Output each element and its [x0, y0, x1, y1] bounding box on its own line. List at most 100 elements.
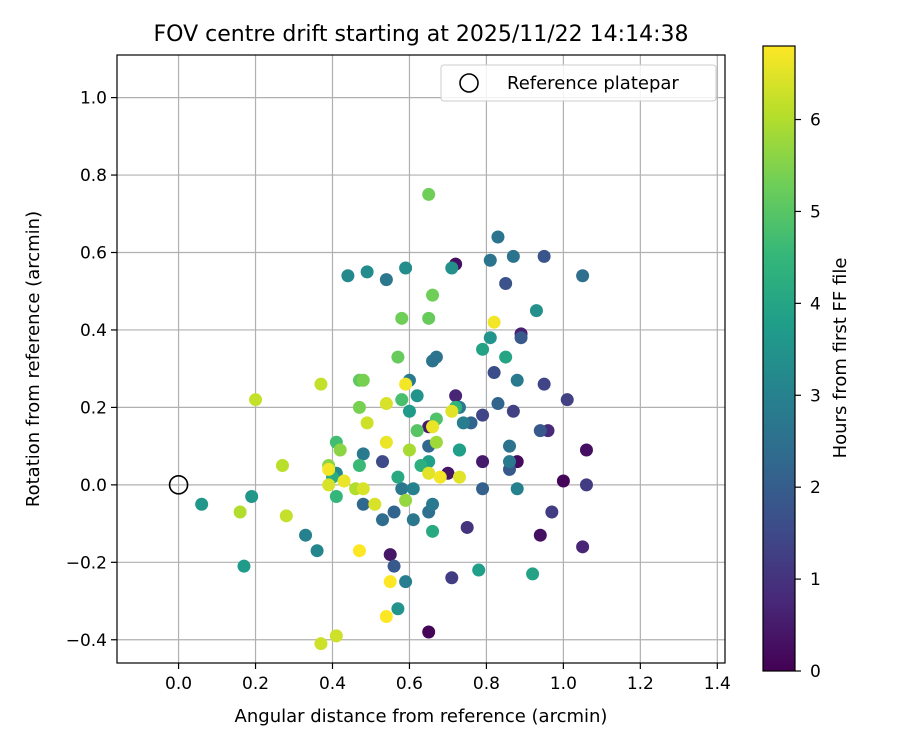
scatter-point [352, 544, 366, 558]
scatter-point [537, 249, 551, 263]
grid [117, 55, 725, 663]
scatter-point [249, 393, 263, 407]
scatter-point [426, 420, 440, 434]
scatter-point [429, 435, 443, 449]
scatter-point [310, 544, 324, 558]
scatter-point [510, 482, 524, 496]
scatter-point [426, 288, 440, 302]
scatter-point [368, 497, 382, 511]
scatter-point [514, 331, 528, 345]
scatter-point [391, 470, 405, 484]
scatter-point [376, 455, 390, 469]
plot-frame [116, 54, 726, 664]
scatter-point [395, 311, 409, 325]
scatter-point [422, 625, 436, 639]
scatter-point [445, 404, 459, 418]
colorbar-tick-label: 6 [810, 111, 821, 131]
scatter-point [533, 528, 547, 542]
scatter-point [410, 389, 424, 403]
colorbar: 0 1 2 3 4 5 6 Hours from first FF file [762, 45, 851, 682]
scatter-point [391, 350, 405, 364]
scatter-point [576, 269, 590, 283]
scatter-point [356, 482, 370, 496]
colorbar-tick-label: 2 [810, 478, 821, 498]
colorbar-tick-label: 1 [810, 570, 821, 590]
scatter-point [487, 315, 501, 329]
scatter-point [556, 474, 570, 488]
scatter-point [422, 311, 436, 325]
scatter-point [299, 528, 313, 542]
x-tick-label: 1.2 [627, 674, 654, 694]
scatter-point [426, 497, 440, 511]
scatter-point [503, 455, 517, 469]
y-tick-label: −0.2 [66, 553, 107, 573]
colorbar-ticks: 0 1 2 3 4 5 6 [795, 111, 821, 682]
y-axis-label: Rotation from reference (arcmin) [23, 211, 44, 507]
scatter-point [476, 482, 490, 496]
x-tick-label: 0.0 [165, 674, 192, 694]
y-tick-label: 0.4 [80, 321, 107, 341]
x-axis-label: Angular distance from reference (arcmin) [235, 706, 608, 727]
scatter-point [506, 249, 520, 263]
scatter-point [545, 505, 559, 519]
y-axis-ticks: −0.4 −0.2 0.0 0.2 0.4 0.6 0.8 1.0 [66, 89, 117, 651]
scatter-point [410, 424, 424, 438]
colorbar-tick-label: 0 [810, 662, 821, 682]
scatter-point [537, 377, 551, 391]
scatter-point [356, 447, 370, 461]
y-tick-label: −0.4 [66, 631, 107, 651]
scatter-point [510, 373, 524, 387]
scatter-point [379, 610, 393, 624]
scatter-point [399, 377, 413, 391]
y-tick-label: 0.0 [80, 476, 107, 496]
scatter-point [314, 377, 328, 391]
scatter-point [383, 575, 397, 589]
scatter-point [360, 416, 374, 430]
scatter-point [379, 397, 393, 411]
colorbar-tick-label: 5 [810, 202, 821, 222]
x-tick-label: 1.0 [550, 674, 577, 694]
scatter-point [322, 462, 336, 476]
scatter-point [233, 505, 247, 519]
scatter-point [395, 393, 409, 407]
y-tick-label: 1.0 [80, 89, 107, 109]
x-tick-label: 0.2 [242, 674, 269, 694]
scatter-point [402, 443, 416, 457]
x-axis-ticks: 0.0 0.2 0.4 0.6 0.8 1.0 1.2 1.4 [165, 663, 731, 694]
scatter-point [529, 304, 543, 318]
scatter-point [422, 466, 436, 480]
scatter-point [452, 470, 466, 484]
scatter-point [322, 478, 336, 492]
scatter-point [383, 548, 397, 562]
scatter-point [579, 443, 593, 457]
reference-platepar-marker [168, 475, 189, 495]
scatter-point [387, 559, 401, 573]
scatter-point [387, 505, 401, 519]
scatter-point [352, 400, 366, 414]
scatter-point [426, 524, 440, 538]
scatter-point [399, 261, 413, 275]
x-tick-label: 0.6 [396, 674, 423, 694]
scatter-point [329, 629, 343, 643]
legend-label: Reference platepar [507, 73, 679, 94]
y-tick-label: 0.2 [80, 398, 107, 418]
scatter-point [487, 366, 501, 380]
colorbar-tick-label: 4 [810, 294, 821, 314]
scatter-point [533, 424, 547, 438]
scatter-point [576, 540, 590, 554]
scatter-point [360, 265, 374, 279]
scatter-point [429, 350, 443, 364]
scatter-point [399, 575, 413, 589]
scatter-point [399, 493, 413, 507]
scatter-point [352, 458, 366, 472]
colorbar-tick-label: 3 [810, 386, 821, 406]
legend-marker-icon [459, 73, 479, 93]
scatter-point [433, 470, 447, 484]
x-tick-label: 1.4 [704, 674, 731, 694]
scatter-point [483, 253, 497, 267]
x-tick-label: 0.8 [473, 674, 500, 694]
scatter-point [503, 439, 517, 453]
scatter-point [395, 482, 409, 496]
scatter-point [560, 393, 574, 407]
scatter-point [499, 350, 513, 364]
